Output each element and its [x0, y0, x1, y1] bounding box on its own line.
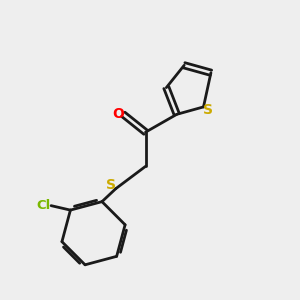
Text: Cl: Cl — [37, 199, 51, 212]
Text: O: O — [112, 107, 124, 121]
Text: S: S — [106, 178, 116, 192]
Text: S: S — [203, 103, 213, 117]
